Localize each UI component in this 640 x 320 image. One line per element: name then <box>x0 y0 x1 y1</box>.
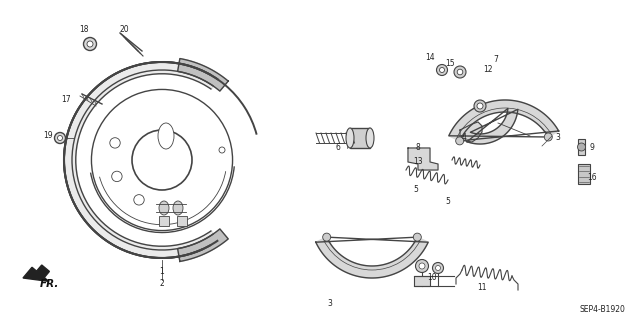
Bar <box>159 216 169 226</box>
Circle shape <box>219 147 225 153</box>
Text: 5: 5 <box>413 186 419 195</box>
Circle shape <box>454 66 466 78</box>
Text: 12: 12 <box>483 66 493 75</box>
Circle shape <box>419 263 425 269</box>
Circle shape <box>457 69 463 75</box>
Text: 6: 6 <box>335 143 340 153</box>
Bar <box>578 164 590 184</box>
Polygon shape <box>449 100 559 141</box>
Text: 8: 8 <box>415 143 420 153</box>
Polygon shape <box>64 62 218 258</box>
Polygon shape <box>316 237 428 278</box>
Circle shape <box>54 132 65 143</box>
Text: 3: 3 <box>328 300 332 308</box>
Text: 14: 14 <box>425 53 435 62</box>
Circle shape <box>544 133 552 141</box>
Circle shape <box>413 233 421 241</box>
Circle shape <box>110 138 120 148</box>
Polygon shape <box>178 59 228 91</box>
Polygon shape <box>408 148 438 170</box>
Ellipse shape <box>173 201 183 215</box>
Bar <box>414 276 430 286</box>
Text: 11: 11 <box>477 284 487 292</box>
Bar <box>177 216 187 226</box>
Text: 2: 2 <box>159 279 164 289</box>
Circle shape <box>436 65 447 76</box>
Circle shape <box>323 233 331 241</box>
Text: 15: 15 <box>445 60 455 68</box>
Circle shape <box>456 137 464 145</box>
Circle shape <box>477 103 483 109</box>
Circle shape <box>440 68 445 73</box>
Ellipse shape <box>366 128 374 148</box>
Text: 19: 19 <box>43 132 53 140</box>
Circle shape <box>134 195 144 205</box>
Circle shape <box>83 37 97 51</box>
Bar <box>578 139 585 155</box>
Text: 9: 9 <box>589 143 595 153</box>
Polygon shape <box>178 229 228 261</box>
Text: SEP4-B1920: SEP4-B1920 <box>579 306 625 315</box>
Circle shape <box>474 100 486 112</box>
Text: 18: 18 <box>79 26 89 35</box>
Circle shape <box>112 171 122 182</box>
Polygon shape <box>467 108 518 144</box>
Text: 16: 16 <box>587 173 597 182</box>
Text: 10: 10 <box>427 274 437 283</box>
Text: 17: 17 <box>61 95 71 105</box>
Text: 4: 4 <box>461 133 467 142</box>
Circle shape <box>415 260 429 273</box>
Ellipse shape <box>159 201 169 215</box>
Ellipse shape <box>158 123 174 149</box>
Ellipse shape <box>346 128 354 148</box>
Polygon shape <box>23 265 49 281</box>
Circle shape <box>58 135 63 140</box>
Circle shape <box>577 143 586 151</box>
Text: 20: 20 <box>119 26 129 35</box>
Text: FR.: FR. <box>40 279 60 289</box>
Text: 7: 7 <box>493 55 499 65</box>
Text: 13: 13 <box>413 157 423 166</box>
Text: 3: 3 <box>556 133 561 142</box>
Polygon shape <box>460 122 482 142</box>
Text: 5: 5 <box>445 197 451 206</box>
Bar <box>350 128 370 148</box>
Circle shape <box>87 41 93 47</box>
Text: 1: 1 <box>159 268 164 276</box>
Circle shape <box>433 262 444 274</box>
Circle shape <box>435 266 440 270</box>
